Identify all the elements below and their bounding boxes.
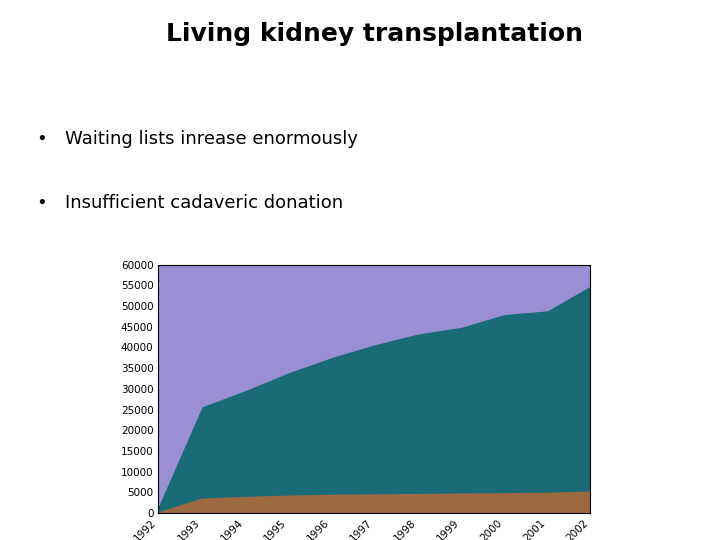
Text: Living kidney transplantation: Living kidney transplantation [166, 22, 583, 45]
Text: •: • [36, 194, 47, 212]
Text: •: • [36, 130, 47, 147]
Text: Insufficient cadaveric donation: Insufficient cadaveric donation [65, 194, 343, 212]
Text: Waiting lists inrease enormously: Waiting lists inrease enormously [65, 130, 358, 147]
